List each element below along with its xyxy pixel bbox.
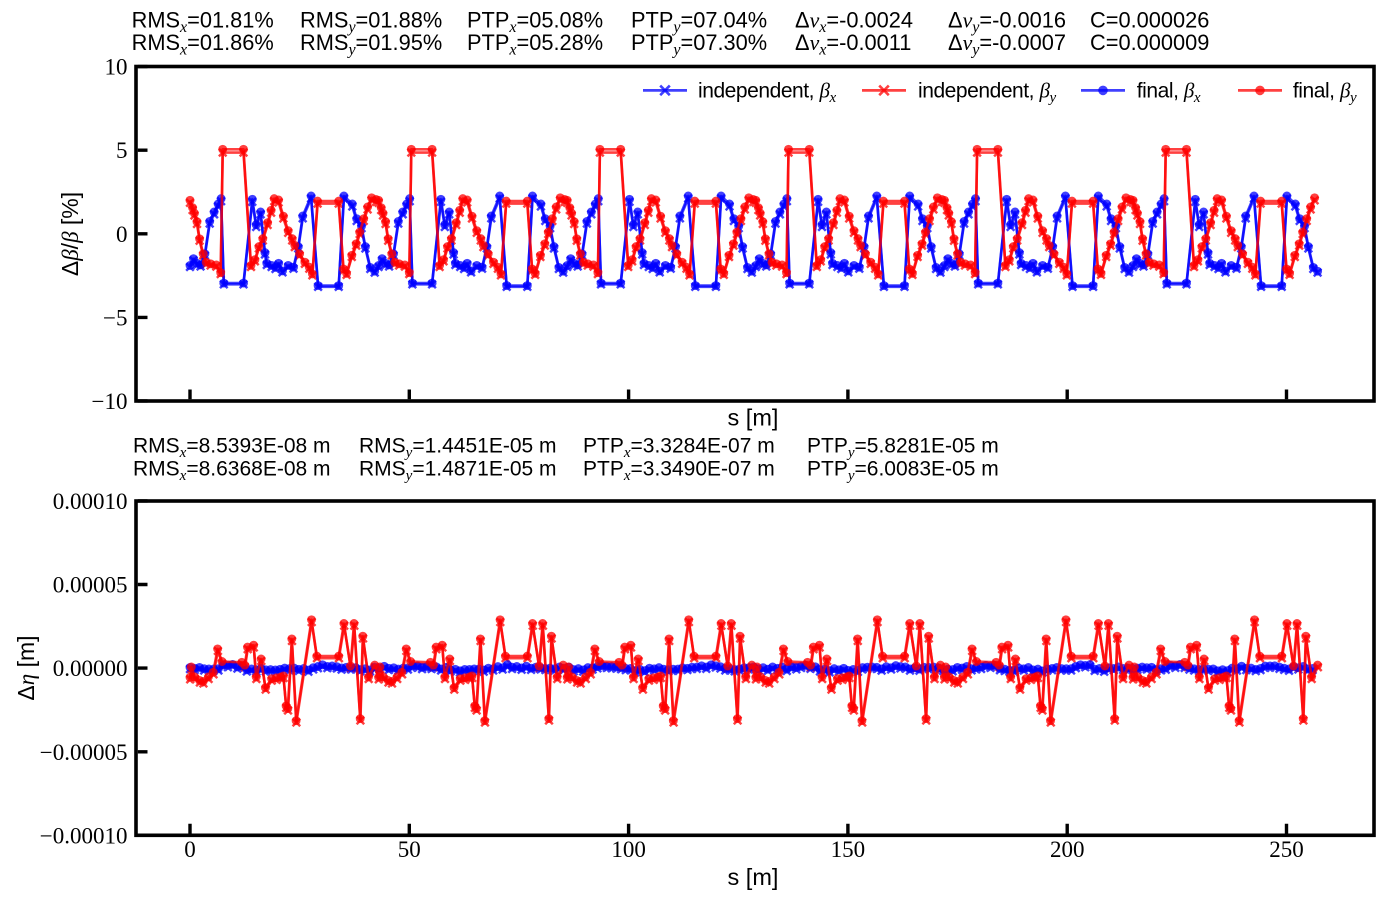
svg-text:RMSx=01.86%: RMSx=01.86% (132, 30, 274, 59)
svg-text:Δνx=-0.0011: Δνx=-0.0011 (795, 30, 911, 59)
svg-text:final, βy: final, βy (1293, 78, 1357, 106)
svg-text:final, βx: final, βx (1137, 78, 1201, 106)
svg-text:C=0.000009: C=0.000009 (1090, 30, 1209, 55)
svg-text:PTPy=07.04%: PTPy=07.04% (631, 7, 767, 36)
svg-text:PTPy=6.0083E-05 m: PTPy=6.0083E-05 m (807, 458, 999, 485)
svg-text:−0.00005: −0.00005 (40, 740, 128, 765)
svg-text:PTPx=3.3284E-07 m: PTPx=3.3284E-07 m (583, 435, 775, 462)
svg-text:C=0.000026: C=0.000026 (1090, 7, 1209, 32)
svg-text:50: 50 (398, 837, 421, 862)
svg-text:PTPx=05.28%: PTPx=05.28% (467, 30, 603, 59)
svg-text:Δνy=-0.0007: Δνy=-0.0007 (948, 30, 1066, 59)
svg-text:Δνx=-0.0024: Δνx=-0.0024 (795, 7, 913, 36)
svg-text:s [m]: s [m] (728, 864, 779, 890)
svg-text:RMSx=01.81%: RMSx=01.81% (132, 7, 274, 36)
svg-text:RMSy=01.88%: RMSy=01.88% (300, 7, 442, 36)
svg-text:−0.00010: −0.00010 (40, 823, 128, 848)
svg-text:150: 150 (831, 837, 866, 862)
svg-text:RMSx=8.5393E-08 m: RMSx=8.5393E-08 m (133, 435, 331, 462)
svg-text:0.00010: 0.00010 (53, 489, 128, 514)
svg-text:RMSy=1.4871E-05 m: RMSy=1.4871E-05 m (359, 458, 557, 485)
svg-text:0.00005: 0.00005 (53, 573, 128, 598)
svg-text:Δη [m]: Δη [m] (13, 635, 39, 700)
svg-text:0: 0 (184, 837, 196, 862)
svg-text:PTPx=05.08%: PTPx=05.08% (467, 7, 603, 36)
svg-text:100: 100 (611, 837, 646, 862)
svg-text:RMSx=8.6368E-08 m: RMSx=8.6368E-08 m (133, 458, 331, 485)
svg-text:RMSy=01.95%: RMSy=01.95% (300, 30, 442, 59)
svg-text:250: 250 (1269, 837, 1304, 862)
svg-text:5: 5 (116, 138, 128, 163)
svg-text:PTPy=5.8281E-05 m: PTPy=5.8281E-05 m (807, 435, 999, 462)
svg-text:−10: −10 (92, 389, 128, 414)
svg-text:Δνy=-0.0016: Δνy=-0.0016 (948, 7, 1066, 36)
svg-text:0: 0 (116, 222, 128, 247)
svg-text:0.00000: 0.00000 (53, 656, 128, 681)
svg-text:independent, βy: independent, βy (918, 78, 1056, 106)
svg-text:−5: −5 (103, 305, 127, 330)
svg-text:PTPy=07.30%: PTPy=07.30% (631, 30, 767, 59)
svg-text:independent, βx: independent, βx (698, 78, 836, 106)
svg-text:Δβ/β [%]: Δβ/β [%] (57, 192, 83, 276)
svg-text:RMSy=1.4451E-05 m: RMSy=1.4451E-05 m (359, 435, 557, 462)
svg-text:PTPx=3.3490E-07 m: PTPx=3.3490E-07 m (583, 458, 775, 485)
svg-text:200: 200 (1050, 837, 1085, 862)
svg-text:10: 10 (105, 55, 128, 80)
svg-text:s [m]: s [m] (728, 405, 779, 431)
